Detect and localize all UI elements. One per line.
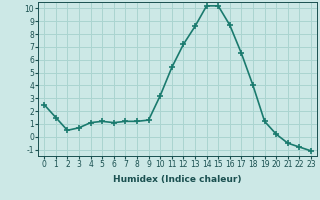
X-axis label: Humidex (Indice chaleur): Humidex (Indice chaleur) [113, 175, 242, 184]
